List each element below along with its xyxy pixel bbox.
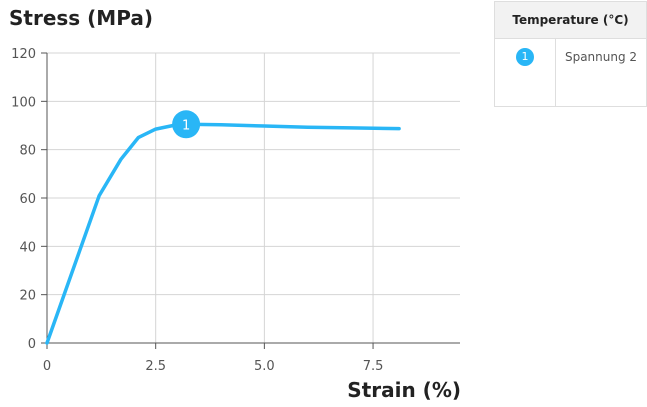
- y-tick-label: 80: [19, 144, 36, 159]
- legend-header: Temperature (°C): [494, 1, 647, 39]
- series-name: Spannung 2: [564, 50, 638, 64]
- x-tick-label: 7.5: [363, 359, 384, 374]
- y-tick-label: 40: [19, 240, 36, 255]
- legend-table: Temperature (°C) 1 Spannung 2: [494, 1, 647, 107]
- legend-row: 1 Spannung 2: [494, 38, 647, 107]
- y-tick-label: 60: [19, 192, 36, 207]
- series-label-text: 1: [182, 118, 190, 133]
- x-tick-label: 2.5: [145, 359, 166, 374]
- y-tick-label: 20: [19, 289, 36, 304]
- x-tick-label: 0: [43, 359, 51, 374]
- series-layer: 1: [45, 110, 401, 345]
- axes: 0 20 40 60 80 100 120 0 2.5 5.0 7.5: [11, 47, 460, 374]
- y-tick-label: 100: [11, 95, 36, 110]
- y-tick-label: 120: [11, 47, 36, 62]
- grid: [47, 52, 460, 343]
- x-tick-label: 5.0: [254, 359, 275, 374]
- series-badge: 1: [516, 48, 534, 66]
- legend-index-cell: 1: [494, 38, 556, 107]
- y-tick-label: 0: [28, 337, 36, 352]
- legend-name-cell: Spannung 2: [556, 39, 647, 107]
- x-axis-title: Strain (%): [347, 378, 461, 402]
- series-line: [45, 122, 401, 345]
- series-label-marker: [172, 110, 201, 139]
- y-axis-title: Stress (MPa): [9, 6, 153, 30]
